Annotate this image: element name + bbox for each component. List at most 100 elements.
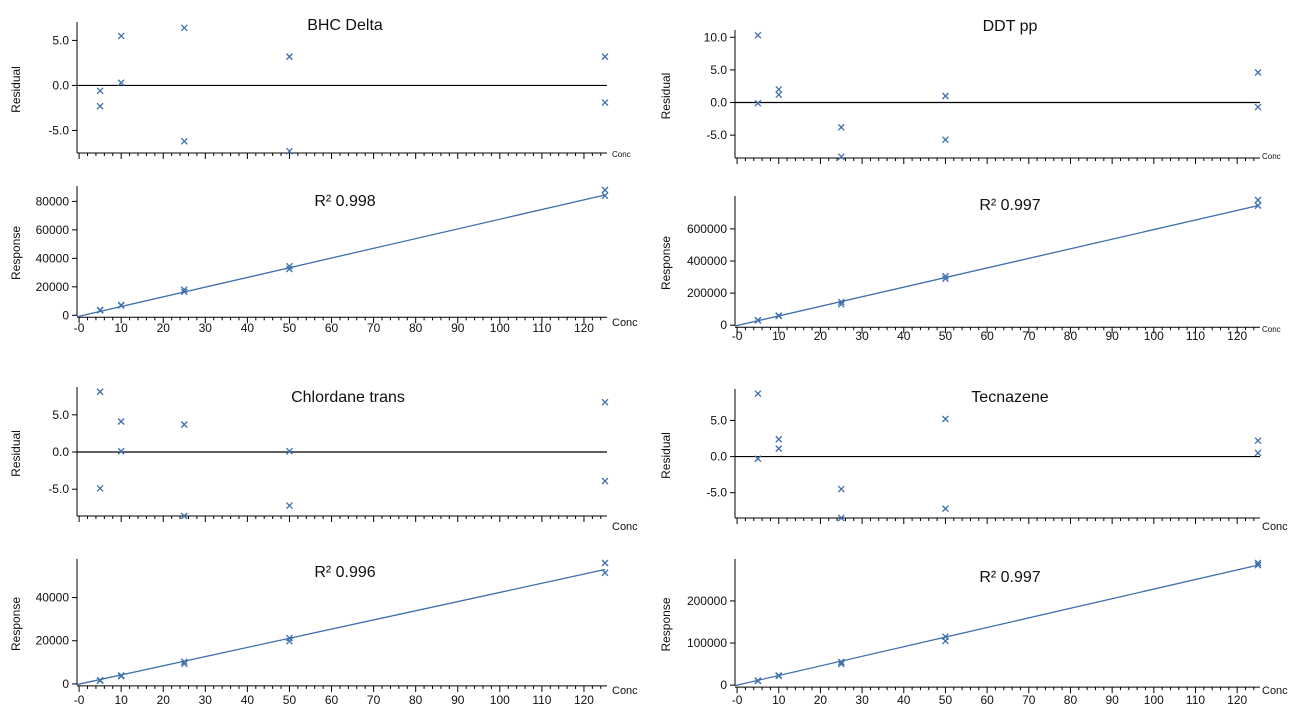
- x-tick-label: 60: [980, 329, 994, 343]
- data-point: [837, 153, 845, 161]
- y-tick-label: 0: [62, 677, 69, 691]
- x-tick-label: 50: [283, 321, 297, 335]
- panel-residual-6: 5.0 0.0 -5.0 Residual Conc Tecnazene: [659, 389, 1288, 533]
- x-axis-label: Conc: [1262, 152, 1281, 161]
- data-point: [117, 79, 125, 87]
- y-tick-label: 0.0: [52, 445, 69, 459]
- data-point: [775, 672, 783, 679]
- x-tick-label: 50: [283, 693, 297, 706]
- x-tick-label: 80: [1064, 329, 1078, 343]
- data-point: [286, 634, 293, 642]
- data-point: [286, 502, 293, 510]
- x-tick-label: 60: [980, 693, 994, 706]
- x-tick-label: 40: [241, 693, 255, 706]
- x-axis-label: Conc: [1262, 521, 1288, 533]
- y-axis-label: Residual: [9, 66, 23, 113]
- data-point: [601, 477, 609, 485]
- data-point: [837, 485, 845, 493]
- data-point: [941, 272, 949, 280]
- x-tick-label: 20: [814, 693, 828, 706]
- x-tick-label: 100: [490, 321, 510, 335]
- data-point: [180, 421, 188, 428]
- data-point: [180, 137, 188, 145]
- data-point: [117, 672, 125, 679]
- data-point: [180, 24, 188, 32]
- x-tick-label: 40: [897, 329, 911, 343]
- data-point: [180, 288, 188, 296]
- y-tick-label: 100000: [687, 636, 727, 650]
- data-point: [601, 186, 609, 194]
- data-point: [837, 298, 845, 306]
- x-tick-label: 100: [490, 693, 510, 706]
- x-axis-label: Conc: [612, 685, 638, 697]
- x-tick-label: 30: [855, 693, 869, 706]
- data-point: [941, 505, 949, 513]
- y-tick-label: 20000: [36, 634, 70, 648]
- chart-title: R² 0.997: [979, 569, 1040, 586]
- x-tick-label: 40: [897, 693, 911, 706]
- chart-title: Chlordane trans: [291, 389, 405, 406]
- y-tick-label: 0.0: [52, 78, 69, 92]
- y-tick-label: -5.0: [706, 128, 727, 142]
- chart-title: R² 0.998: [314, 193, 375, 210]
- data-point: [941, 275, 949, 283]
- x-tick-label: 100: [1144, 329, 1164, 343]
- x-tick-label: 10: [114, 321, 128, 335]
- x-tick-label: 110: [1186, 693, 1205, 706]
- x-tick-label: 30: [199, 693, 213, 706]
- data-point: [941, 415, 949, 423]
- x-tick-label: 50: [939, 329, 953, 343]
- x-axis-label: Conc: [612, 521, 638, 533]
- y-tick-label: -5.0: [48, 482, 69, 496]
- data-point: [180, 512, 188, 520]
- data-point: [754, 31, 762, 39]
- y-axis-label: Residual: [659, 73, 673, 120]
- x-tick-label: 10: [772, 693, 786, 706]
- data-point: [775, 312, 783, 320]
- data-point: [1254, 196, 1262, 204]
- data-point: [1254, 449, 1262, 457]
- data-point: [96, 306, 104, 314]
- data-point: [1254, 559, 1262, 567]
- x-tick-label: 50: [939, 693, 953, 706]
- panel-calibration-3: 600000 400000 200000 0 Response Conc -0 10 20 30 4…: [659, 196, 1281, 343]
- data-point: [837, 123, 845, 131]
- y-tick-label: 200000: [687, 594, 727, 608]
- chart-title: BHC Delta: [307, 17, 383, 34]
- data-point: [286, 447, 293, 455]
- x-tick-label: 100: [1144, 693, 1164, 706]
- data-point: [754, 677, 762, 684]
- data-point: [837, 514, 845, 522]
- y-axis-label: Response: [9, 226, 23, 280]
- x-tick-label: 90: [451, 693, 465, 706]
- y-tick-label: 60000: [36, 223, 70, 237]
- x-axis-label: Conc: [612, 317, 638, 329]
- x-tick-label: 30: [855, 329, 869, 343]
- data-point: [837, 658, 845, 666]
- data-point: [286, 637, 293, 645]
- y-tick-label: 5.0: [52, 33, 69, 47]
- y-tick-label: 5.0: [710, 63, 727, 77]
- x-tick-label: 90: [1105, 693, 1119, 706]
- y-tick-label: -5.0: [706, 486, 727, 500]
- panel-calibration-5: 40000 20000 0 Response Conc -0 10 20 30 40 50 60 70 8…: [9, 559, 638, 706]
- x-tick-label: 80: [409, 321, 423, 335]
- x-tick-label: 90: [451, 321, 465, 335]
- x-tick-label: 110: [1186, 329, 1205, 343]
- chart-title: Tecnazene: [971, 389, 1048, 406]
- y-tick-label: 600000: [687, 222, 727, 236]
- x-tick-label: -0: [74, 321, 85, 335]
- y-tick-label: 0: [62, 308, 69, 322]
- data-point: [754, 99, 762, 107]
- data-point: [775, 445, 783, 453]
- data-point: [286, 147, 293, 155]
- data-point: [601, 559, 609, 567]
- data-point: [96, 388, 104, 396]
- y-tick-label: 40000: [36, 251, 70, 265]
- data-point: [775, 91, 783, 99]
- data-point: [754, 455, 762, 463]
- y-tick-label: 80000: [36, 194, 70, 208]
- data-point: [837, 300, 845, 308]
- data-point: [601, 569, 609, 577]
